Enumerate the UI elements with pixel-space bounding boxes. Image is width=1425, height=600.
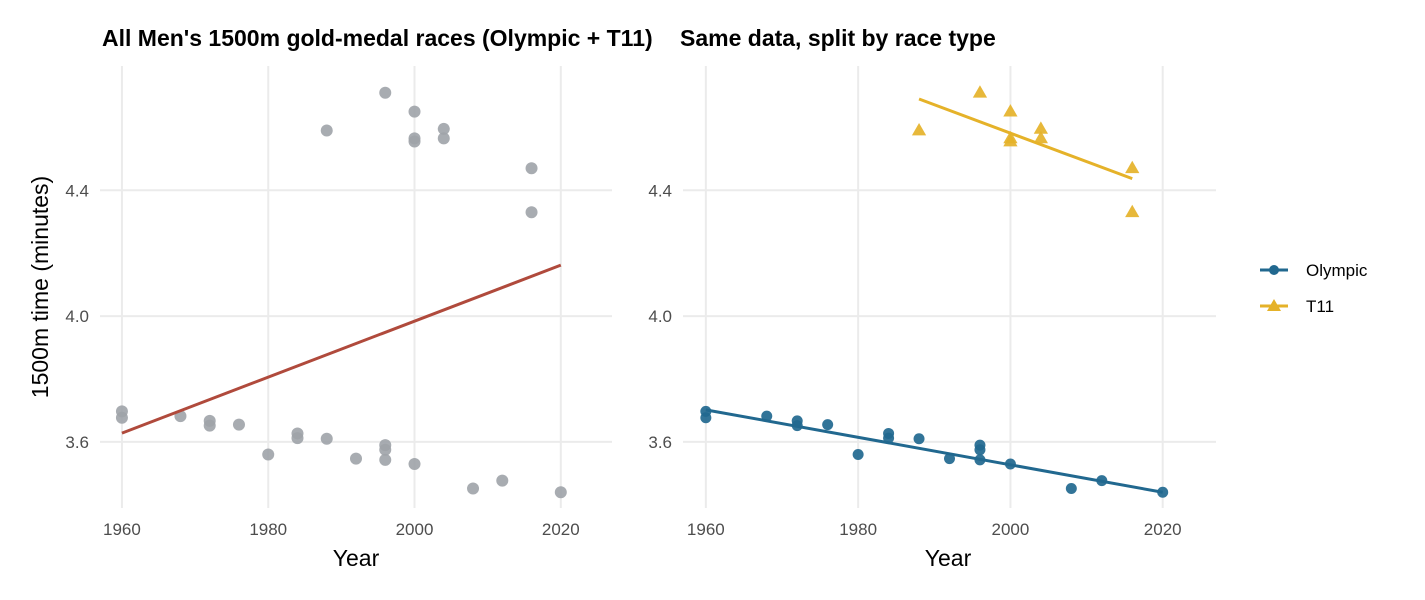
panel-split-title: Same data, split by race type — [680, 25, 996, 51]
panel-all-grid — [100, 66, 612, 508]
panel-all-point-4 — [203, 419, 216, 432]
panel-split-olympic-point-6 — [852, 449, 864, 461]
legend-olympic-label: Olympic — [1306, 261, 1368, 280]
panel-all-fit — [121, 263, 562, 435]
legend-olympic-marker — [1269, 265, 1279, 275]
panel-all-y-tick-2: 4.4 — [65, 181, 89, 200]
panel-all-fit-line — [121, 263, 562, 435]
legend-item-t11: T11 — [1260, 297, 1334, 316]
panel-all-point-16 — [496, 474, 509, 487]
panel-split-x-tick-2020: 2020 — [1144, 520, 1182, 539]
panel-all-races: 1960 1980 2000 2020 3.6 4.0 4.4 All Men's 1500… — [27, 25, 653, 571]
panel-all-point-8 — [291, 432, 304, 445]
panel-split-x-axis-title: Year — [925, 545, 972, 571]
panel-split-t11-point-4 — [1003, 134, 1018, 147]
panel-split-olympic-point-12 — [974, 444, 986, 456]
panel-split-t11-point-6 — [1033, 130, 1048, 144]
panel-all-x-axis-title: Year — [333, 545, 380, 571]
panel-all-point-10 — [350, 452, 362, 465]
panel-all-point-26 — [525, 206, 538, 219]
panel-all-point-12 — [379, 443, 392, 456]
panel-all-point-17 — [554, 486, 567, 499]
panel-all-y-tick-1: 4.0 — [65, 307, 89, 326]
panel-split-x-tick-1960: 1960 — [687, 520, 725, 539]
panel-all-point-9 — [320, 432, 333, 445]
legend-t11-label: T11 — [1306, 297, 1334, 316]
panel-split-ticks: 1960 1980 2000 2020 3.6 4.0 4.4 — [648, 181, 1181, 539]
legend-t11-marker — [1267, 299, 1281, 311]
panel-all-y-tick-0: 3.6 — [65, 433, 89, 452]
panel-split-t11-point-1 — [972, 85, 988, 98]
panel-all-point-24 — [437, 132, 450, 145]
panel-split-olympic-point-9 — [913, 433, 925, 445]
panel-all-point-25 — [525, 162, 538, 175]
panel-all-x-tick-1960: 1960 — [103, 520, 141, 539]
panel-split-olympic-fit-line — [705, 408, 1163, 494]
panel-all-point-22 — [408, 135, 421, 148]
panel-split-olympic-point-5 — [822, 419, 834, 431]
panel-all-point-18 — [320, 124, 333, 137]
panel-split-t11-point-8 — [1125, 204, 1140, 218]
panel-all-point-15 — [467, 482, 480, 495]
panel-all-ticks: 1960 1980 2000 2020 3.6 4.0 4.4 — [65, 181, 579, 539]
panel-split-x-tick-2000: 2000 — [992, 520, 1030, 539]
panel-split-y-tick-2: 4.4 — [648, 181, 672, 200]
panel-all-point-5 — [232, 418, 245, 431]
y-axis-title: 1500m time (minutes) — [27, 176, 53, 398]
panel-all-point-20 — [408, 105, 421, 118]
panel-split-t11-point-0 — [911, 122, 927, 136]
panel-split-olympic-point-10 — [944, 453, 955, 465]
panel-split-points — [700, 85, 1169, 498]
panel-split-y-tick-1: 4.0 — [648, 307, 672, 326]
panel-all-x-tick-2000: 2000 — [396, 520, 434, 539]
panel-split-t11-point-2 — [1003, 104, 1018, 117]
panel-split-t11-point-7 — [1125, 160, 1140, 174]
panel-all-point-13 — [379, 453, 392, 466]
panel-split-fit — [705, 97, 1163, 494]
legend: Olympic T11 — [1260, 261, 1368, 316]
panel-all-point-1 — [115, 411, 128, 424]
panel-all-point-23 — [437, 122, 450, 135]
panel-all-point-6 — [262, 448, 275, 461]
panel-all-point-19 — [379, 86, 392, 99]
panel-split-olympic-point-1 — [700, 412, 712, 424]
panel-split-grid — [683, 66, 1216, 508]
panel-split: 1960 1980 2000 2020 3.6 4.0 4.4 Same data, spl… — [648, 25, 1216, 571]
panel-all-points — [115, 86, 567, 499]
panel-split-x-tick-1980: 1980 — [839, 520, 877, 539]
panel-split-y-tick-0: 3.6 — [648, 433, 672, 452]
panel-all-point-14 — [408, 457, 421, 470]
panel-all-title: All Men's 1500m gold-medal races (Olympi… — [102, 25, 653, 51]
legend-item-olympic: Olympic — [1260, 261, 1368, 280]
panel-all-x-tick-2020: 2020 — [542, 520, 580, 539]
panel-split-t11-fit-line — [918, 97, 1133, 181]
panel-split-olympic-point-15 — [1065, 482, 1077, 494]
panel-split-t11-point-5 — [1033, 121, 1048, 134]
panel-all-x-tick-1980: 1980 — [249, 520, 287, 539]
